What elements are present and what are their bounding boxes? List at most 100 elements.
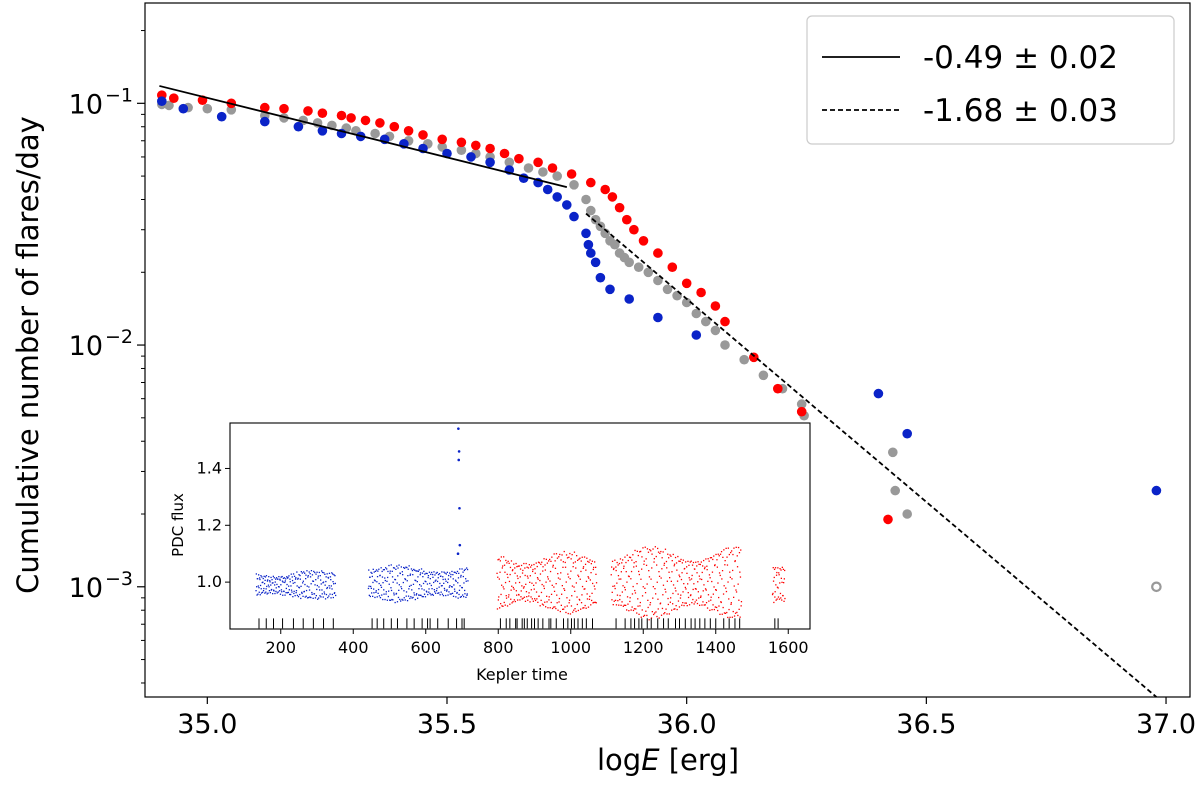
scatter-point-s1-22: [547, 163, 558, 173]
lightcurve-dot: [524, 567, 526, 569]
lightcurve-dot: [616, 561, 618, 564]
lightcurve-dot: [657, 551, 660, 553]
lightcurve-dot: [588, 561, 590, 563]
lightcurve-dot: [708, 560, 710, 562]
lightcurve-dot: [388, 583, 390, 585]
scatter-point-s2-19: [562, 200, 572, 210]
lightcurve-dot: [420, 585, 422, 587]
lightcurve-dot: [410, 568, 413, 570]
lightcurve-dot: [282, 581, 284, 583]
lightcurve-dot: [403, 590, 405, 592]
lightcurve-segment-3: [610, 546, 743, 621]
lightcurve-dot: [619, 598, 621, 601]
lightcurve-dot: [407, 595, 410, 597]
scatter-point-s1-35: [710, 301, 721, 311]
lightcurve-dot: [703, 604, 705, 606]
lightcurve-dot: [543, 587, 545, 590]
scatter-point-s0-12: [370, 128, 380, 139]
lightcurve-dot: [595, 582, 598, 584]
lightcurve-dot: [783, 600, 785, 602]
lightcurve-dot: [660, 550, 662, 553]
lightcurve-dot: [272, 582, 274, 584]
lightcurve-dot: [566, 597, 568, 599]
lightcurve-dot: [613, 567, 615, 569]
lightcurve-dot: [667, 603, 669, 606]
lightcurve-dot: [390, 564, 392, 566]
lightcurve-dot: [328, 585, 330, 587]
lightcurve-dot: [707, 580, 709, 582]
lightcurve-dot: [569, 578, 571, 580]
lightcurve-dot: [371, 575, 373, 578]
lightcurve-dot: [442, 576, 444, 578]
lightcurve-dot: [323, 593, 326, 595]
lightcurve-dot: [400, 566, 402, 568]
lightcurve-dot: [456, 591, 458, 594]
lightcurve-dot: [422, 576, 424, 578]
lightcurve-dot: [560, 559, 562, 561]
lightcurve-dot: [577, 574, 579, 576]
lightcurve-dot: [594, 588, 596, 590]
lightcurve-dot: [657, 608, 659, 610]
lightcurve-dot: [519, 576, 521, 578]
lightcurve-dot: [773, 576, 775, 579]
lightcurve-dot: [584, 604, 586, 607]
lightcurve-dot: [460, 595, 462, 598]
lightcurve-dot: [309, 576, 312, 578]
inset-x-tick-label-0: 200: [265, 638, 296, 657]
lightcurve-dot: [694, 588, 697, 590]
lightcurve-dot: [513, 588, 515, 590]
lightcurve-dot: [284, 580, 286, 582]
lightcurve-dot: [626, 609, 628, 611]
lightcurve-dot: [521, 598, 523, 600]
lightcurve-dot: [437, 592, 439, 594]
lightcurve-dot: [423, 593, 426, 595]
scatter-point-s1-32: [667, 262, 678, 273]
lightcurve-dot: [507, 596, 510, 598]
lightcurve-dot: [695, 561, 697, 563]
lightcurve-dot: [318, 597, 320, 599]
lightcurve-dot: [552, 564, 554, 566]
lightcurve-dot: [629, 597, 631, 599]
lightcurve-dot: [424, 573, 426, 575]
lightcurve-dot: [589, 595, 591, 598]
lightcurve-segment-2: [496, 550, 598, 615]
lightcurve-dot: [533, 588, 535, 590]
lightcurve-dot: [433, 581, 435, 584]
lightcurve-dot: [727, 547, 729, 549]
scatter-point-s0-52: [902, 509, 912, 519]
lightcurve-dot: [572, 611, 574, 613]
lightcurve-dot: [294, 578, 297, 580]
lightcurve-dot: [467, 580, 469, 582]
lightcurve-dot: [290, 585, 292, 587]
lightcurve-dot: [705, 558, 707, 560]
lightcurve-dot: [319, 589, 321, 591]
y-tick-exponent-1: −2: [105, 326, 133, 348]
lightcurve-dot: [306, 570, 308, 572]
scatter-point-s0-46: [758, 370, 769, 381]
lightcurve-dot: [560, 572, 562, 574]
lightcurve-dot: [278, 586, 280, 588]
lightcurve-dot: [643, 560, 645, 562]
scatter-point-s1-24: [586, 177, 596, 188]
lightcurve-dot: [729, 576, 731, 578]
x-tick-label-1: 35.5: [417, 709, 477, 740]
lightcurve-dot: [317, 577, 319, 579]
lightcurve-dot: [732, 610, 734, 613]
lightcurve-dot: [513, 563, 515, 565]
lightcurve-dot: [324, 598, 327, 600]
lightcurve-dot: [664, 548, 667, 550]
lightcurve-dot: [445, 580, 447, 582]
lightcurve-dot: [627, 603, 629, 605]
lightcurve-dot: [622, 585, 624, 587]
lightcurve-dot: [300, 585, 302, 587]
lightcurve-dot: [713, 586, 715, 588]
lightcurve-dot: [613, 585, 616, 587]
lightcurve-dot: [594, 561, 596, 563]
lightcurve-dot: [281, 575, 283, 578]
lightcurve-dot: [640, 578, 642, 580]
fit-line-dashed: [585, 212, 1158, 698]
lightcurve-dot: [257, 578, 259, 580]
lightcurve-dot: [384, 579, 386, 582]
lightcurve-dot: [537, 578, 539, 580]
lightcurve-dot: [660, 614, 663, 616]
